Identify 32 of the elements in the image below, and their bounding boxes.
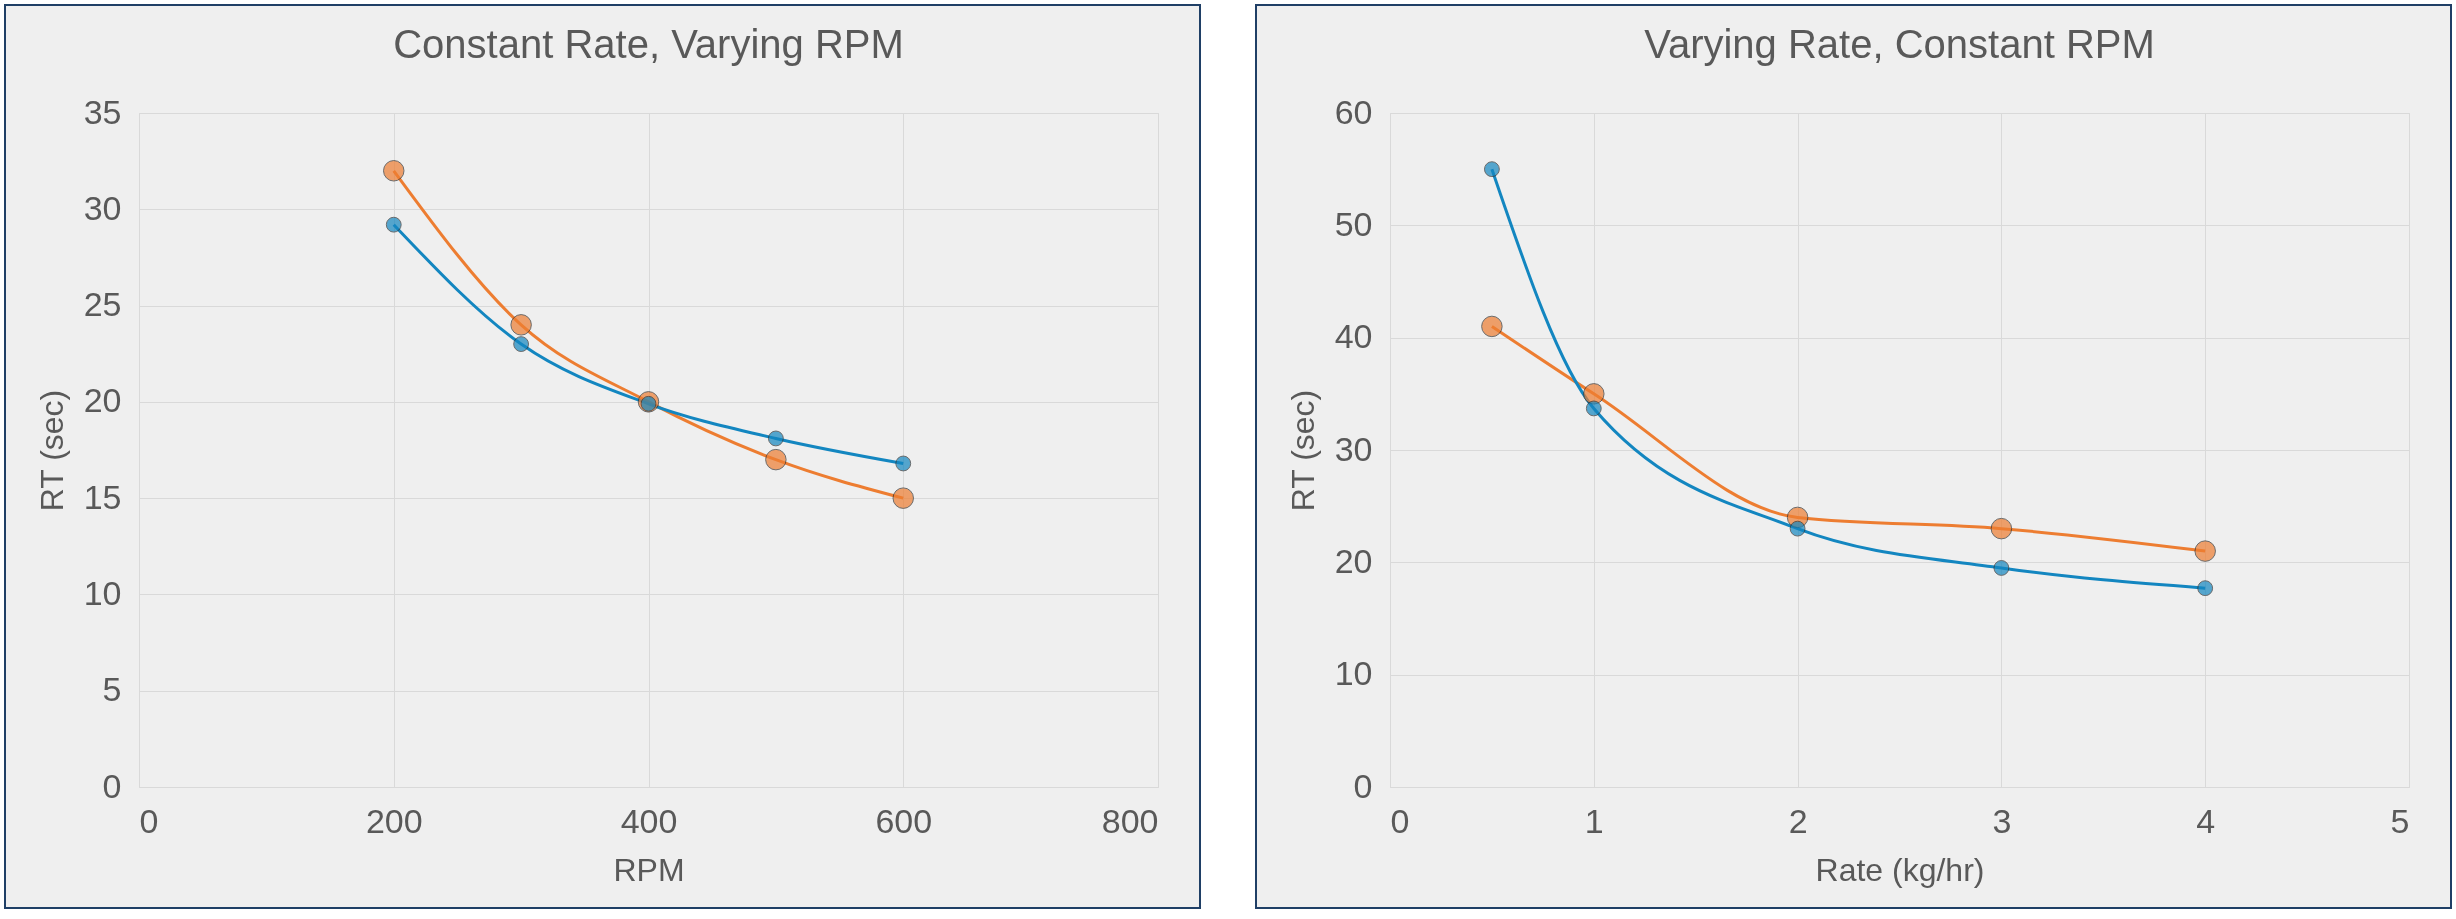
y-tick-label: 40 xyxy=(1334,317,1373,356)
y-axis-title: RT (sec) xyxy=(1284,389,1321,512)
y-tick-label: 15 xyxy=(83,477,122,516)
x-tick-label: 800 xyxy=(1101,801,1159,840)
x-tick-label: 3 xyxy=(1992,801,2012,840)
y-tick-label: 30 xyxy=(1334,429,1373,468)
chart-title: Constant Rate, Varying RPM xyxy=(393,22,904,66)
x-tick-label: 0 xyxy=(1390,801,1410,840)
y-tick-label: 60 xyxy=(1334,92,1373,131)
y-tick-label: 10 xyxy=(1334,654,1373,693)
x-tick-label: 400 xyxy=(620,801,678,840)
x-tick-label: 4 xyxy=(2196,801,2216,840)
y-tick-label: 0 xyxy=(102,766,122,805)
y-tick-label: 0 xyxy=(1353,766,1373,805)
x-tick-label: 600 xyxy=(875,801,933,840)
chart-title: Varying Rate, Constant RPM xyxy=(1644,22,2155,66)
y-tick-label: 25 xyxy=(83,285,122,324)
y-tick-label: 5 xyxy=(102,670,122,709)
x-tick-label: 200 xyxy=(365,801,423,840)
x-axis-title: RPM xyxy=(613,851,685,888)
y-tick-label: 35 xyxy=(83,92,122,131)
x-axis-title: Rate (kg/hr) xyxy=(1815,851,1985,888)
y-tick-label: 10 xyxy=(83,573,122,612)
y-tick-label: 50 xyxy=(1334,204,1373,243)
x-tick-label: 5 xyxy=(2390,801,2410,840)
y-axis-title: RT (sec) xyxy=(33,389,70,512)
y-tick-label: 20 xyxy=(83,381,122,420)
y-tick-label: 20 xyxy=(1334,541,1373,580)
x-tick-label: 2 xyxy=(1788,801,1808,840)
x-tick-label: 1 xyxy=(1584,801,1604,840)
x-tick-label: 0 xyxy=(139,801,159,840)
y-tick-label: 30 xyxy=(83,188,122,227)
